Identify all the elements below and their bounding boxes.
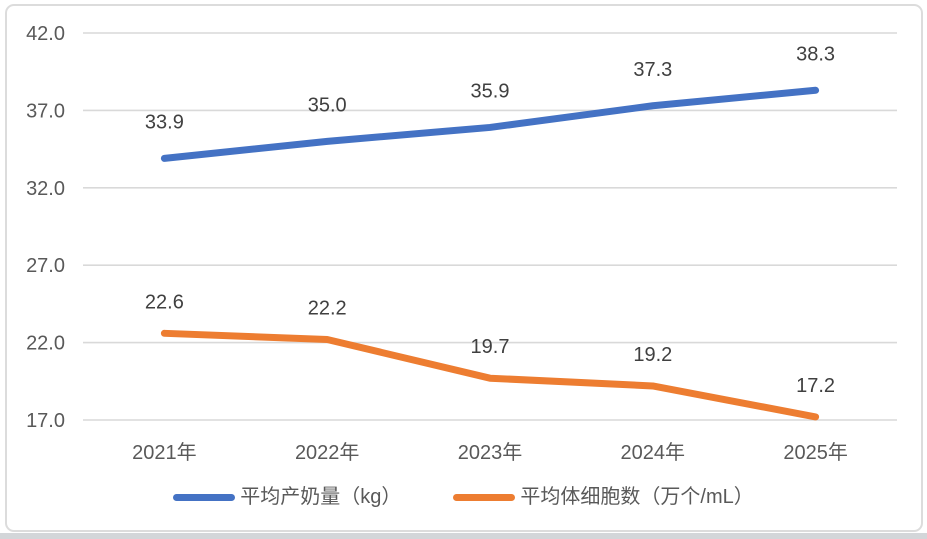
- data-label: 19.2: [633, 344, 672, 366]
- data-label: 35.9: [471, 80, 510, 102]
- data-label: 33.9: [145, 111, 184, 133]
- y-tick-label: 17.0: [26, 410, 65, 432]
- legend-swatch-blue-line: [173, 493, 236, 501]
- y-tick-label: 32.0: [26, 178, 65, 200]
- data-label: 19.7: [471, 336, 510, 358]
- legend-swatch-orange-line: [453, 493, 516, 501]
- series-line-0: [160, 86, 820, 162]
- x-tick-label: 2025年: [783, 441, 848, 464]
- series-line-1: [160, 329, 820, 421]
- x-tick-label: 2021年: [132, 441, 197, 464]
- y-tick-label: 37.0: [26, 100, 65, 122]
- x-tick-label: 2022年: [295, 441, 360, 464]
- data-label: 22.2: [308, 298, 347, 320]
- y-tick-label: 27.0: [26, 255, 65, 277]
- data-label: 17.2: [796, 375, 835, 397]
- data-label: 38.3: [796, 43, 835, 65]
- legend-item-somatic-cell-count: 平均体细胞数（万个/mL）: [453, 486, 754, 508]
- data-label: 22.6: [145, 291, 184, 313]
- y-tick-label: 42.0: [26, 23, 65, 45]
- x-tick-label: 2024年: [621, 441, 686, 464]
- y-tick-label: 22.0: [26, 333, 65, 355]
- data-label: 37.3: [633, 59, 672, 81]
- legend-label: 平均体细胞数（万个/mL）: [520, 486, 754, 508]
- chart-legend: 平均产奶量（kg） 平均体细胞数（万个/mL）: [0, 487, 927, 507]
- legend-item-milk-yield: 平均产奶量（kg）: [173, 487, 401, 507]
- data-label: 35.0: [308, 94, 347, 116]
- x-tick-label: 2023年: [458, 441, 523, 464]
- legend-label: 平均产奶量（kg）: [240, 486, 402, 508]
- page-bottom-edge: [0, 533, 927, 539]
